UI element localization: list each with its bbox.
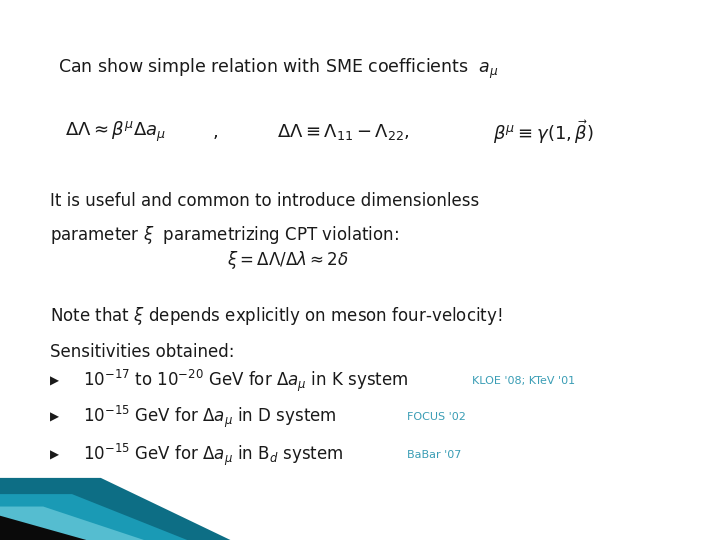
Text: ,: , <box>212 123 218 141</box>
Polygon shape <box>0 507 144 540</box>
Text: $10^{-15}$ GeV for $\Delta a_\mu$ in B$_d$ system: $10^{-15}$ GeV for $\Delta a_\mu$ in B$_… <box>83 442 343 468</box>
Text: $\Delta\Lambda \equiv \Lambda_{11} - \Lambda_{22},$: $\Delta\Lambda \equiv \Lambda_{11} - \La… <box>277 122 410 143</box>
Text: Sensitivities obtained:: Sensitivities obtained: <box>50 343 235 361</box>
Text: Note that $\xi$ depends explicitly on meson four-velocity!: Note that $\xi$ depends explicitly on me… <box>50 305 503 327</box>
Text: ▶: ▶ <box>50 448 60 461</box>
Text: $\Delta\Lambda \approx \beta^\mu \Delta a_\mu$: $\Delta\Lambda \approx \beta^\mu \Delta … <box>65 120 166 144</box>
Text: ▶: ▶ <box>50 410 60 423</box>
Text: $10^{-15}$ GeV for $\Delta a_\mu$ in D system: $10^{-15}$ GeV for $\Delta a_\mu$ in D s… <box>83 404 336 430</box>
Text: BaBar '07: BaBar '07 <box>407 450 462 460</box>
Polygon shape <box>0 478 230 540</box>
Text: It is useful and common to introduce dimensionless: It is useful and common to introduce dim… <box>50 192 480 210</box>
Text: ▶: ▶ <box>50 374 60 387</box>
Text: $\beta^\mu \equiv \gamma(1, \vec{\beta})$: $\beta^\mu \equiv \gamma(1, \vec{\beta})… <box>493 118 594 146</box>
Text: KLOE '08; KTeV '01: KLOE '08; KTeV '01 <box>472 376 575 386</box>
Polygon shape <box>0 516 86 540</box>
Text: $\xi = \Delta\Lambda/\Delta\lambda \approx 2\delta$: $\xi = \Delta\Lambda/\Delta\lambda \appr… <box>228 249 348 271</box>
Text: FOCUS '02: FOCUS '02 <box>407 412 466 422</box>
Text: parameter $\xi$  parametrizing CPT violation:: parameter $\xi$ parametrizing CPT violat… <box>50 224 400 246</box>
Polygon shape <box>0 494 187 540</box>
Text: $10^{-17}$ to $10^{-20}$ GeV for $\Delta a_\mu$ in K system: $10^{-17}$ to $10^{-20}$ GeV for $\Delta… <box>83 368 408 394</box>
Text: Can show simple relation with SME coefficients  $a_\mu$: Can show simple relation with SME coeffi… <box>58 57 498 81</box>
